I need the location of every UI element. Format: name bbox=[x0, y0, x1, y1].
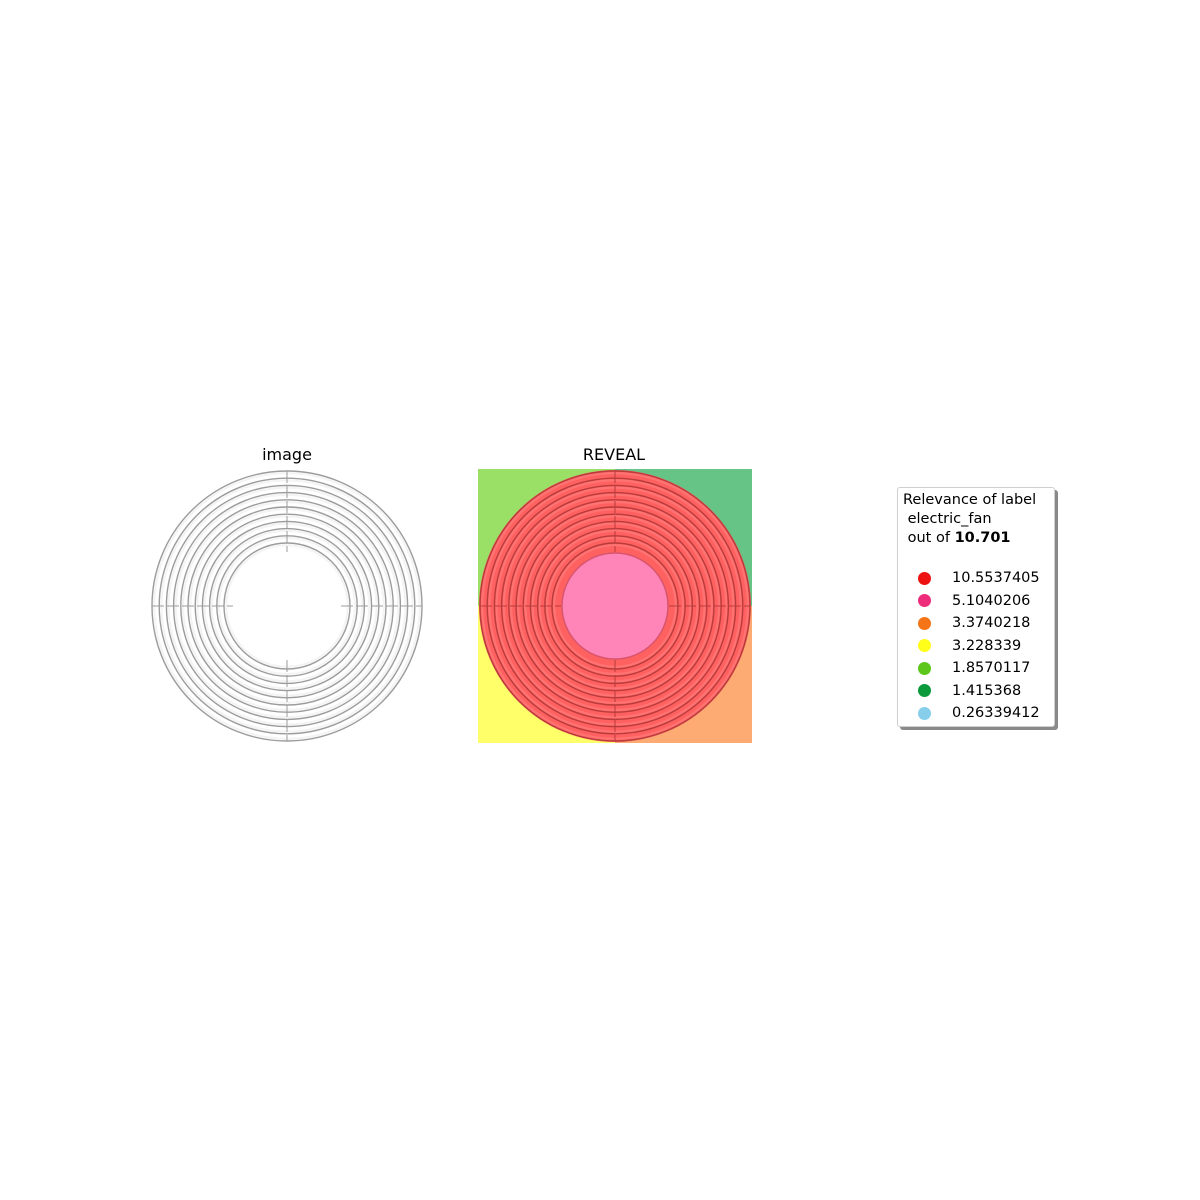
legend-dot-icon bbox=[918, 684, 931, 698]
legend-title: Relevance of label electric_fan out of 1… bbox=[903, 492, 1037, 546]
original-image bbox=[150, 469, 424, 743]
legend-box: Relevance of label electric_fan out of 1… bbox=[897, 487, 1055, 727]
region-center bbox=[561, 552, 669, 660]
legend-dot-icon bbox=[918, 571, 931, 585]
reveal-panel-title: REVEAL bbox=[582, 445, 646, 464]
image-panel-title: image bbox=[262, 445, 312, 464]
legend-item: 5.1040206 bbox=[898, 590, 1054, 613]
grille-rings bbox=[151, 470, 423, 742]
legend-item: 10.5537405 bbox=[898, 567, 1054, 590]
reveal-explanation-image bbox=[478, 469, 752, 743]
reveal-overlay-image bbox=[478, 469, 752, 743]
legend-dot-icon bbox=[918, 661, 931, 675]
grille-rings-overlay bbox=[479, 470, 751, 742]
legend-item: 0.26339412 bbox=[898, 702, 1054, 725]
legend-max-value: 10.701 bbox=[954, 530, 1011, 546]
fan-grille-image bbox=[151, 470, 423, 742]
legend-dot-icon bbox=[918, 706, 931, 720]
legend-item: 1.415368 bbox=[898, 680, 1054, 703]
legend-items: 10.5537405 5.1040206 3.3740218 3.228339 … bbox=[898, 567, 1054, 725]
legend-dot-icon bbox=[918, 594, 931, 608]
legend-dot-icon bbox=[918, 616, 931, 630]
legend-item: 1.8570117 bbox=[898, 657, 1054, 680]
legend-dot-icon bbox=[918, 639, 931, 653]
legend-item: 3.3740218 bbox=[898, 612, 1054, 635]
legend-item: 3.228339 bbox=[898, 635, 1054, 658]
